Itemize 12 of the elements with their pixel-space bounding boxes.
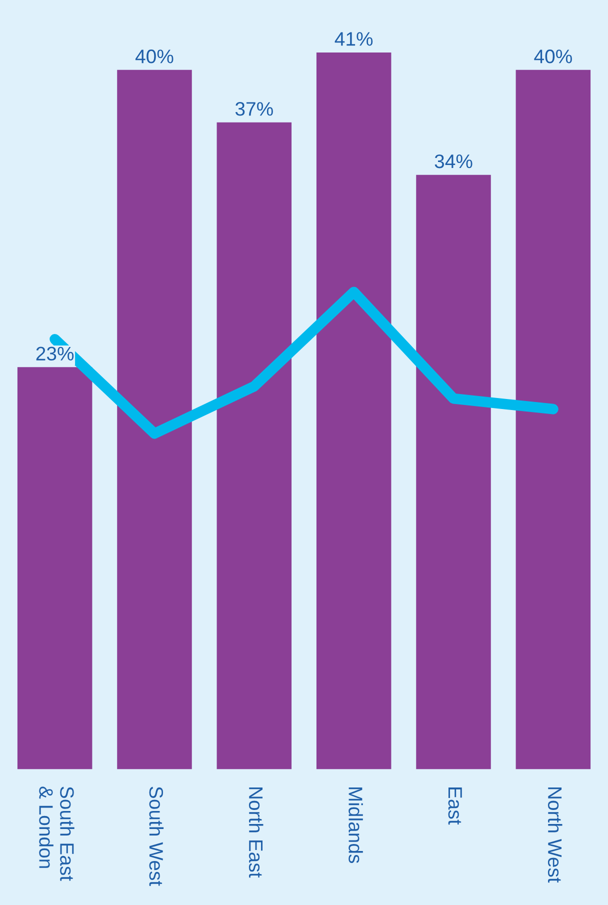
data-label: 34% [434, 154, 472, 168]
x-tick-label: South West [149, 786, 164, 886]
data-label: 37% [235, 102, 273, 116]
data-label: 40% [135, 50, 174, 64]
x-tick-label: East [448, 788, 462, 825]
data-label: 41% [334, 32, 373, 46]
x-tick-label: South East & London [39, 786, 74, 881]
x-tick-label: North East [248, 788, 264, 878]
data-label: 23% [36, 346, 74, 361]
x-tick-label: North West [548, 788, 562, 883]
data-label: 40% [534, 50, 572, 64]
x-tick-label: Midlands [348, 788, 363, 864]
